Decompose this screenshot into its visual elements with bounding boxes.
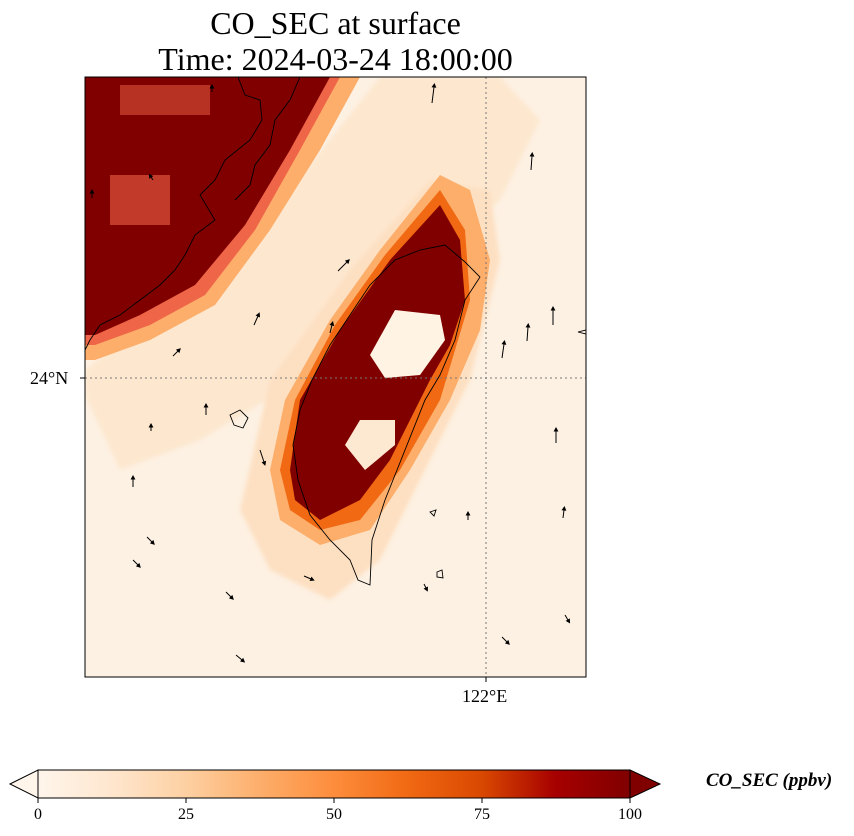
wind-arrow: [329, 324, 333, 334]
wind-arrow-head: [89, 188, 95, 194]
wind-arrow-head: [431, 82, 437, 88]
wind-arrow: [423, 583, 427, 589]
wind-arrow-head: [565, 618, 571, 624]
wind-arrow: [172, 350, 179, 357]
wind-arrow-head: [135, 562, 141, 568]
wind-arrow-head: [240, 657, 246, 663]
wind-arrow: [562, 509, 565, 519]
wind-arrow: [132, 559, 139, 566]
wind-arrow: [526, 326, 529, 342]
wind-arrow-head: [525, 322, 531, 328]
wind-arrow-head: [175, 348, 181, 354]
wind-arrow-head: [465, 510, 471, 516]
wind-arrow-head: [203, 402, 209, 408]
low-cell-north: [370, 310, 445, 378]
low-cell-south: [345, 420, 395, 470]
colorbar-title: CO_SEC (ppbv): [706, 770, 833, 791]
wind-arrow: [225, 591, 232, 598]
map-title-line-2: Time: 2024-03-24 18:00:00: [158, 41, 513, 77]
wind-arrow: [259, 449, 265, 463]
wind-arrow: [564, 614, 569, 621]
wind-arrow: [501, 343, 505, 359]
wind-arrow-head: [148, 422, 154, 428]
wind-arrow-head: [309, 576, 315, 582]
wind-arrow-head: [329, 321, 335, 327]
colorbar-gradient: [37, 769, 631, 799]
wind-arrow-head: [501, 339, 507, 345]
wind-arrow-head: [148, 173, 154, 179]
lon-tick-label: 122°E: [462, 686, 508, 706]
wind-arrow-head: [228, 594, 234, 600]
colorbar-tick-label: 50: [326, 806, 342, 823]
wind-arrow: [235, 654, 243, 661]
wind-arrow: [501, 636, 508, 643]
wind-arrow-head: [344, 259, 350, 265]
wind-arrow-head: [550, 305, 556, 311]
colorbar-min-extend: [8, 769, 39, 799]
taiwan-plume: [270, 175, 490, 545]
wind-arrow-head: [553, 426, 559, 432]
hotspot-cell: [120, 85, 210, 115]
wind-arrow: [431, 86, 435, 104]
wind-arrow: [303, 575, 312, 580]
wind-arrow-head: [504, 639, 510, 645]
map-plot: [80, 76, 587, 682]
wind-arrow-head: [423, 586, 428, 592]
wind-arrow-head: [149, 539, 155, 545]
graticule: [85, 77, 586, 677]
hotspot-cell: [110, 175, 170, 225]
wind-arrow-head: [561, 505, 567, 511]
colorbar-max-extend: [629, 769, 662, 799]
wind-arrow: [530, 155, 533, 171]
wind-arrow-head: [261, 460, 267, 466]
wind-arrow: [146, 536, 153, 543]
wind-arrow: [150, 176, 154, 181]
colorbar-tick-label: 0: [34, 806, 42, 823]
lat-tick-label: 24°N: [30, 368, 69, 388]
map-title-line-1: CO_SEC at surface: [210, 5, 461, 41]
wind-arrow: [253, 315, 259, 326]
colorbar-tick-label: 100: [618, 806, 642, 823]
wind-arrow-head: [209, 83, 215, 89]
wind-arrow-head: [255, 312, 261, 318]
colorbar-tick-label: 75: [474, 806, 490, 823]
wind-vectors: [89, 82, 571, 663]
colorbar: [8, 769, 662, 803]
coastline: [85, 77, 586, 586]
wind-arrow-head: [130, 474, 136, 480]
wind-arrow-head: [529, 151, 535, 157]
colorbar-tick-label: 25: [178, 806, 194, 823]
plot-frame: [84, 76, 587, 678]
wind-arrow: [337, 261, 348, 272]
